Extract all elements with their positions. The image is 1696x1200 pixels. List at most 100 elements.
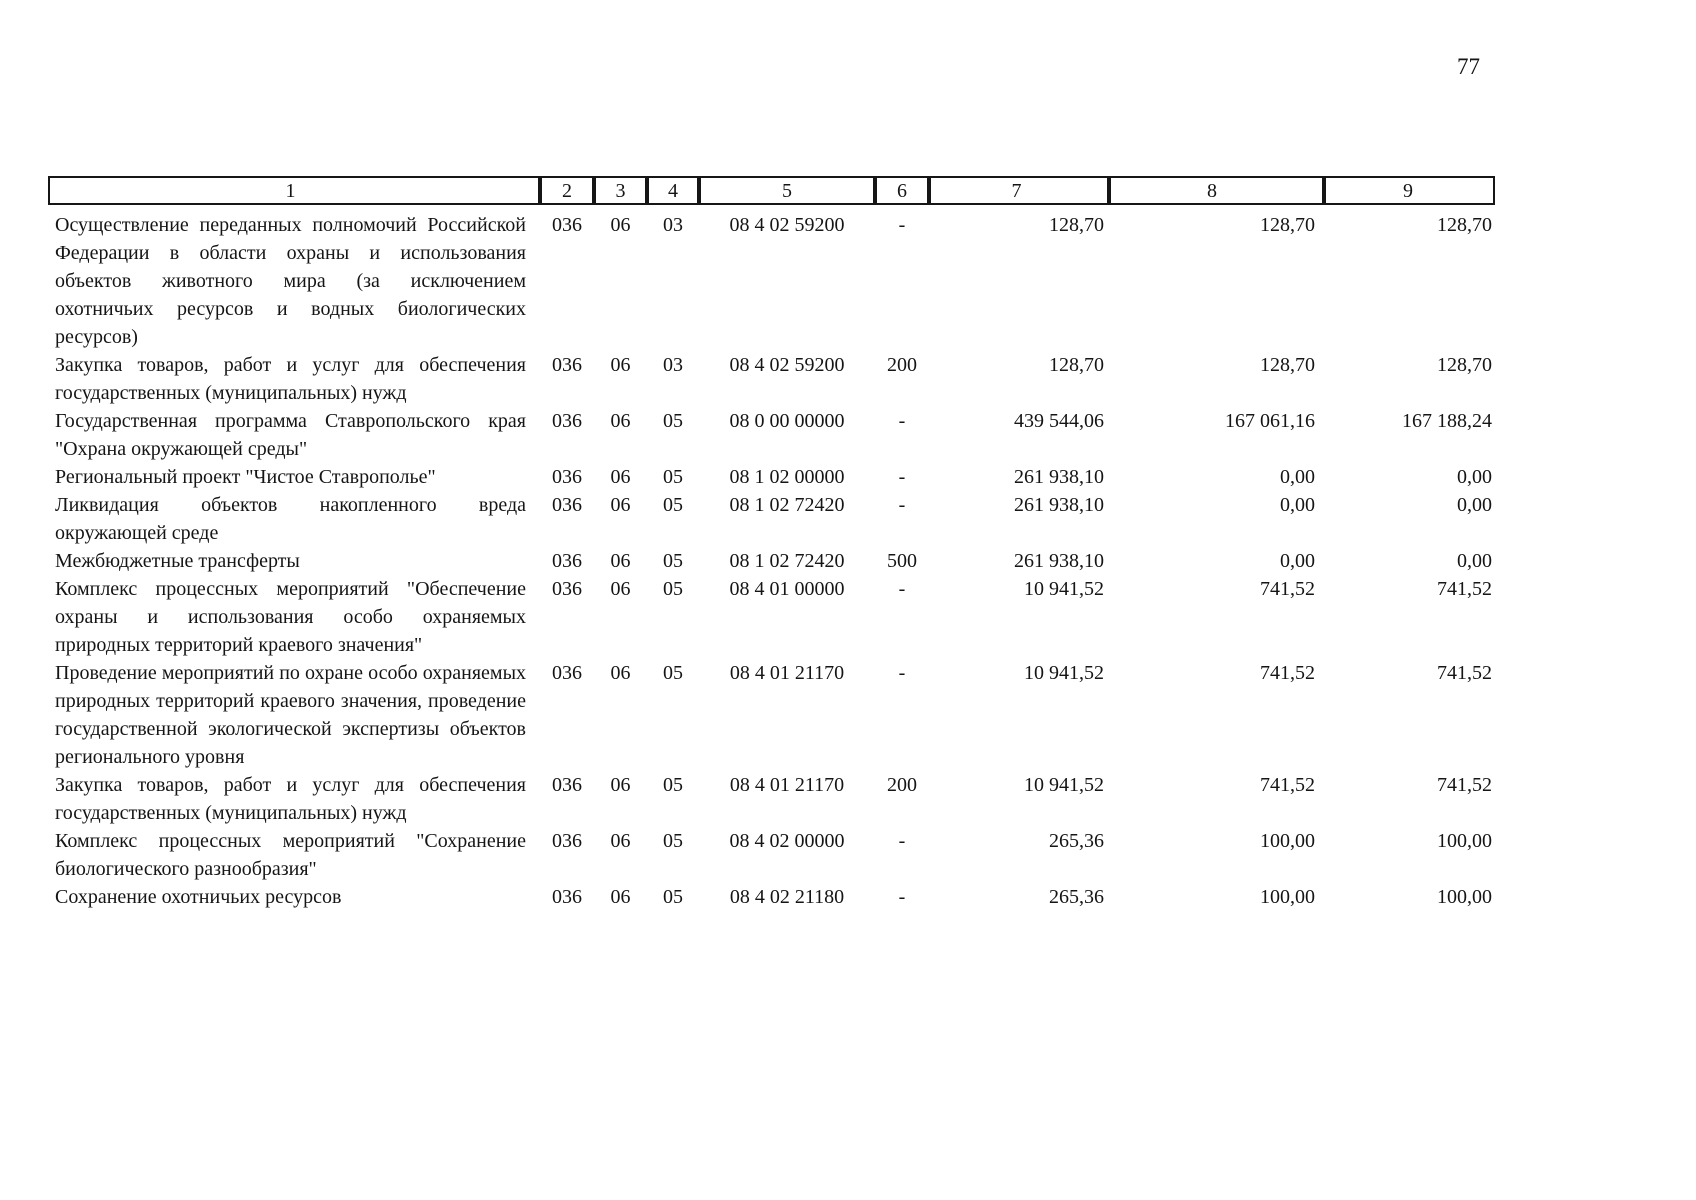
table-row: Сохранение охотничьих ресурсов 036 06 05 08 … xyxy=(48,883,1495,911)
row-value-cell: 06 xyxy=(610,466,631,488)
row-value-cell: 128,70 xyxy=(1049,354,1104,376)
row-value-cell: 741,52 xyxy=(1260,578,1315,600)
row-value-cell: 06 xyxy=(610,494,631,516)
table-body: Осуществление переданных полномочий Росс… xyxy=(48,211,1495,911)
row-value-cell: 036 xyxy=(552,886,582,908)
row-value-cell: 036 xyxy=(552,550,582,572)
row-value-cell: 036 xyxy=(552,410,582,432)
row-value-cell: 06 xyxy=(610,578,631,600)
row-value-cell: 167 061,16 xyxy=(1225,410,1315,432)
row-value-cell: 100,00 xyxy=(1260,886,1315,908)
table-row: Закупка товаров, работ и услуг для обесп… xyxy=(48,351,1495,407)
row-value-cell: 167 188,24 xyxy=(1402,410,1492,432)
row-value-cell: - xyxy=(898,830,906,852)
row-value-cell: 08 1 02 72420 xyxy=(729,550,845,572)
row-value-cell: 06 xyxy=(610,774,631,796)
table-row: Осуществление переданных полномочий Росс… xyxy=(48,211,1495,351)
row-value-cell: 10 941,52 xyxy=(1024,578,1104,600)
row-value-cell: - xyxy=(898,494,906,516)
row-name-cell: Сохранение охотничьих ресурсов xyxy=(55,886,342,908)
row-value-cell: 036 xyxy=(552,354,582,376)
row-value-cell: 05 xyxy=(663,662,683,684)
row-value-cell: 05 xyxy=(663,466,683,488)
row-value-cell: 200 xyxy=(887,774,917,796)
row-name-cell: Закупка товаров, работ и услуг для обесп… xyxy=(55,774,526,824)
row-value-cell: 05 xyxy=(663,550,683,572)
row-value-cell: 0,00 xyxy=(1457,494,1492,516)
row-value-cell: 08 1 02 00000 xyxy=(729,466,845,488)
row-value-cell: 0,00 xyxy=(1280,550,1315,572)
row-value-cell: 036 xyxy=(552,214,582,236)
row-value-cell: 741,52 xyxy=(1437,662,1492,684)
row-value-cell: 03 xyxy=(663,354,683,376)
row-name-cell: Комплекс процессных мероприятий "Обеспеч… xyxy=(55,578,526,656)
row-value-cell: 265,36 xyxy=(1049,886,1104,908)
row-name-cell: Осуществление переданных полномочий Росс… xyxy=(55,214,526,348)
row-value-cell: 265,36 xyxy=(1049,830,1104,852)
row-value-cell: 128,70 xyxy=(1049,214,1104,236)
row-value-cell: 741,52 xyxy=(1260,662,1315,684)
row-value-cell: 036 xyxy=(552,774,582,796)
row-value-cell: 08 4 02 00000 xyxy=(729,830,845,852)
row-value-cell: 05 xyxy=(663,494,683,516)
row-value-cell: 08 4 01 21170 xyxy=(729,662,845,684)
row-value-cell: 06 xyxy=(610,550,631,572)
header-cell-col-3: 3 xyxy=(594,176,647,205)
row-value-cell: 036 xyxy=(552,494,582,516)
row-value-cell: 03 xyxy=(663,214,683,236)
row-value-cell: 06 xyxy=(610,214,631,236)
row-value-cell: 128,70 xyxy=(1260,214,1315,236)
row-name-cell: Государственная программа Ставропольског… xyxy=(55,410,526,460)
row-value-cell: 05 xyxy=(663,774,683,796)
row-value-cell: 100,00 xyxy=(1437,886,1492,908)
row-value-cell: 128,70 xyxy=(1437,354,1492,376)
row-value-cell: 439 544,06 xyxy=(1014,410,1104,432)
header-cell-col-1: 1 xyxy=(48,176,540,205)
row-value-cell: 08 4 01 21170 xyxy=(729,774,845,796)
row-value-cell: 100,00 xyxy=(1260,830,1315,852)
table-row: Комплекс процессных мероприятий "Сохране… xyxy=(48,827,1495,883)
row-value-cell: 036 xyxy=(552,466,582,488)
row-value-cell: - xyxy=(898,578,906,600)
row-name-cell: Региональный проект "Чистое Ставрополье" xyxy=(55,466,436,488)
row-value-cell: 036 xyxy=(552,578,582,600)
row-value-cell: 05 xyxy=(663,830,683,852)
table-row: Комплекс процессных мероприятий "Обеспеч… xyxy=(48,575,1495,659)
row-name-cell: Комплекс процессных мероприятий "Сохране… xyxy=(55,830,526,880)
row-value-cell: 261 938,10 xyxy=(1014,494,1104,516)
row-value-cell: 10 941,52 xyxy=(1024,774,1104,796)
row-value-cell: 261 938,10 xyxy=(1014,466,1104,488)
row-value-cell: 08 4 01 00000 xyxy=(729,578,845,600)
row-value-cell: 261 938,10 xyxy=(1014,550,1104,572)
row-value-cell: 06 xyxy=(610,662,631,684)
row-name-cell: Межбюджетные трансферты xyxy=(55,550,300,572)
row-value-cell: 08 4 02 59200 xyxy=(729,214,845,236)
row-value-cell: 08 4 02 21180 xyxy=(729,886,845,908)
table-row: Межбюджетные трансферты 036 06 05 08 1 02 72… xyxy=(48,547,1495,575)
header-cell-col-7: 7 xyxy=(929,176,1109,205)
row-value-cell: - xyxy=(898,214,906,236)
row-value-cell: - xyxy=(898,662,906,684)
row-value-cell: 06 xyxy=(610,886,631,908)
row-value-cell: 0,00 xyxy=(1280,466,1315,488)
row-value-cell: 10 941,52 xyxy=(1024,662,1104,684)
table-row: Ликвидация объектов накопленного вреда о… xyxy=(48,491,1495,547)
header-cell-col-2: 2 xyxy=(540,176,594,205)
row-value-cell: 08 1 02 72420 xyxy=(729,494,845,516)
row-value-cell: 741,52 xyxy=(1260,774,1315,796)
header-cell-col-6: 6 xyxy=(875,176,929,205)
table-row: Закупка товаров, работ и услуг для обесп… xyxy=(48,771,1495,827)
row-name-cell: Закупка товаров, работ и услуг для обесп… xyxy=(55,354,526,404)
table-row: Региональный проект "Чистое Ставрополье"… xyxy=(48,463,1495,491)
row-value-cell: 741,52 xyxy=(1437,774,1492,796)
row-value-cell: 0,00 xyxy=(1457,550,1492,572)
header-cell-col-5: 5 xyxy=(699,176,875,205)
row-value-cell: 0,00 xyxy=(1280,494,1315,516)
row-value-cell: 741,52 xyxy=(1437,578,1492,600)
header-cell-col-4: 4 xyxy=(647,176,699,205)
page-number: 77 xyxy=(1457,54,1480,79)
row-value-cell: 08 0 00 00000 xyxy=(729,410,845,432)
row-value-cell: 036 xyxy=(552,662,582,684)
